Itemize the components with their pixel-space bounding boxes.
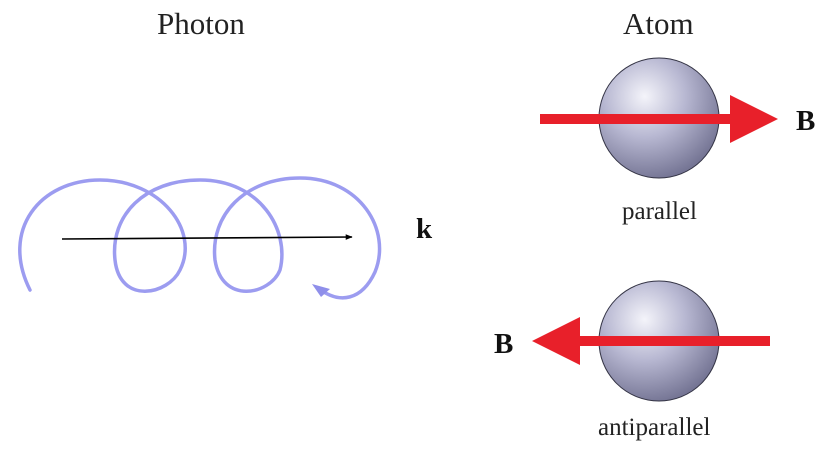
field-arrow-antiparallel (532, 317, 770, 365)
field-arrow-parallel (540, 95, 778, 143)
parallel-caption: parallel (622, 198, 697, 225)
wave-vector-label: k (416, 213, 433, 245)
field-label-antiparallel: B (494, 328, 514, 360)
photon-helix (18, 176, 382, 300)
field-label-parallel: B (796, 105, 816, 137)
atom-title: Atom (623, 6, 694, 41)
helix-arrowhead (312, 284, 330, 297)
antiparallel-caption: antiparallel (598, 414, 711, 441)
wave-vector-arrow (61, 234, 353, 240)
photon-title: Photon (157, 6, 245, 41)
